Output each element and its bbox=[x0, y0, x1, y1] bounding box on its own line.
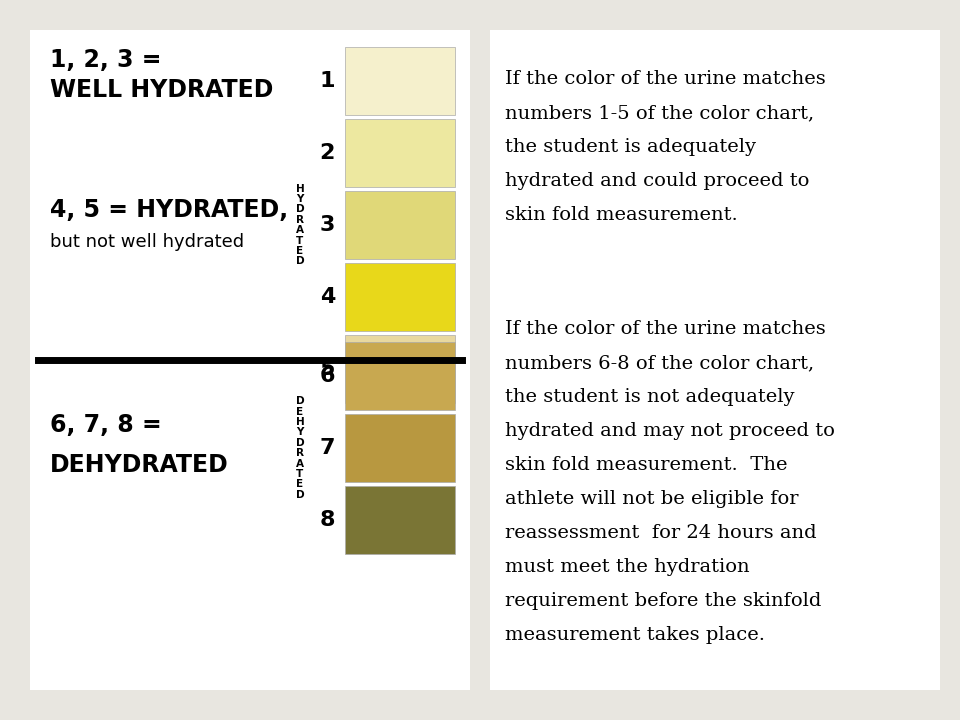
Bar bbox=[345, 342, 455, 410]
Text: measurement takes place.: measurement takes place. bbox=[505, 626, 765, 644]
Text: 4: 4 bbox=[320, 287, 335, 307]
Text: the student is not adequately: the student is not adequately bbox=[505, 388, 795, 406]
Bar bbox=[345, 486, 455, 554]
Text: reassessment  for 24 hours and: reassessment for 24 hours and bbox=[505, 524, 817, 542]
Text: D
E
H
Y
D
R
A
T
E
D: D E H Y D R A T E D bbox=[296, 396, 304, 500]
Text: If the color of the urine matches: If the color of the urine matches bbox=[505, 70, 826, 88]
Bar bbox=[490, 30, 940, 690]
Bar bbox=[345, 263, 455, 331]
Text: H
Y
D
R
A
T
E
D: H Y D R A T E D bbox=[296, 184, 304, 266]
Bar bbox=[345, 414, 455, 482]
Text: 6: 6 bbox=[320, 366, 335, 386]
Text: numbers 6-8 of the color chart,: numbers 6-8 of the color chart, bbox=[505, 354, 814, 372]
Text: If the color of the urine matches: If the color of the urine matches bbox=[505, 320, 826, 338]
Text: 2: 2 bbox=[320, 143, 335, 163]
Text: 1: 1 bbox=[320, 71, 335, 91]
Text: skin fold measurement.: skin fold measurement. bbox=[505, 206, 737, 224]
Text: DEHYDRATED: DEHYDRATED bbox=[50, 453, 228, 477]
Bar bbox=[345, 119, 455, 187]
Text: the student is adequately: the student is adequately bbox=[505, 138, 756, 156]
Text: numbers 1-5 of the color chart,: numbers 1-5 of the color chart, bbox=[505, 104, 814, 122]
Text: 5: 5 bbox=[320, 359, 335, 379]
Text: WELL HYDRATED: WELL HYDRATED bbox=[50, 78, 274, 102]
Text: 8: 8 bbox=[320, 510, 335, 530]
Bar bbox=[345, 191, 455, 259]
Text: 1, 2, 3 =: 1, 2, 3 = bbox=[50, 48, 161, 72]
Text: requirement before the skinfold: requirement before the skinfold bbox=[505, 592, 822, 610]
Text: 4, 5 = HYDRATED,: 4, 5 = HYDRATED, bbox=[50, 198, 288, 222]
Text: 7: 7 bbox=[320, 438, 335, 458]
Text: hydrated and may not proceed to: hydrated and may not proceed to bbox=[505, 422, 835, 440]
Text: 3: 3 bbox=[320, 215, 335, 235]
Text: athlete will not be eligible for: athlete will not be eligible for bbox=[505, 490, 799, 508]
Text: must meet the hydration: must meet the hydration bbox=[505, 558, 750, 576]
Text: 6, 7, 8 =: 6, 7, 8 = bbox=[50, 413, 161, 437]
Text: hydrated and could proceed to: hydrated and could proceed to bbox=[505, 172, 809, 190]
Bar bbox=[30, 30, 470, 690]
Text: skin fold measurement.  The: skin fold measurement. The bbox=[505, 456, 787, 474]
Bar bbox=[345, 335, 455, 403]
Bar bbox=[345, 47, 455, 115]
Text: but not well hydrated: but not well hydrated bbox=[50, 233, 244, 251]
